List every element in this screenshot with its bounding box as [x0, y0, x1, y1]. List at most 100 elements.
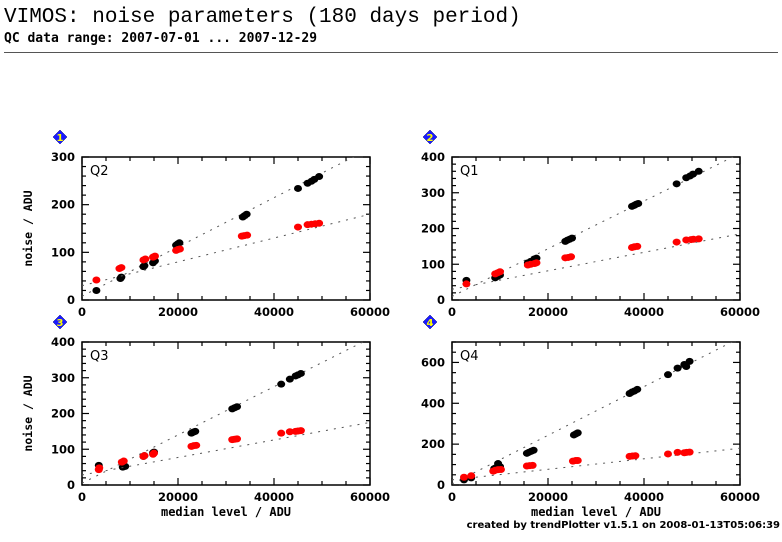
data-point [568, 234, 576, 242]
data-point [673, 364, 682, 372]
series-red [82, 421, 370, 476]
data-point [119, 457, 128, 465]
x-tick-label: 40000 [624, 490, 664, 504]
y-tick-label: 200 [51, 198, 75, 212]
x-tick-label: 40000 [624, 305, 664, 319]
badge-diamond [422, 129, 438, 145]
panel-label: Q3 [90, 349, 109, 364]
data-point [92, 286, 101, 294]
fit-line [82, 213, 370, 287]
x-axis-label: median level / ADU [161, 505, 291, 519]
data-point [140, 452, 149, 460]
fit-line [82, 342, 365, 484]
data-point [191, 427, 200, 435]
data-point [192, 441, 201, 449]
x-tick-label: 0 [448, 490, 456, 504]
data-point [685, 448, 694, 456]
data-point [150, 449, 158, 457]
chart-panel-q2: 1 0 20000 40000 60000 0 100 200 300 noise / ADU Q2 [21, 129, 390, 319]
data-point [694, 167, 703, 175]
data-point [664, 371, 672, 379]
data-point [631, 452, 640, 460]
y-tick-label: 0 [67, 478, 75, 492]
x-tick-label: 0 [78, 305, 86, 319]
panel-badge-icon: 1 [52, 129, 68, 145]
series-black [452, 342, 734, 485]
y-axis-label: noise / ADU [21, 375, 35, 451]
data-point [140, 262, 149, 270]
data-point [673, 448, 682, 456]
x-tick-label: 60000 [720, 490, 760, 504]
data-point [532, 259, 541, 267]
data-point [528, 461, 537, 469]
panel-badge-icon: 4 [422, 314, 438, 330]
data-point [150, 252, 159, 260]
badge-diamond [52, 314, 68, 330]
fit-line [82, 157, 355, 297]
data-point [633, 242, 642, 250]
y-tick-label: 300 [51, 150, 75, 164]
x-tick-label: 0 [78, 490, 86, 504]
y-tick-label: 200 [421, 222, 445, 236]
x-tick-label: 60000 [720, 305, 760, 319]
data-point [243, 231, 252, 239]
data-point [95, 464, 104, 472]
x-tick-label: 0 [448, 305, 456, 319]
data-point [277, 380, 286, 388]
data-point [296, 369, 305, 377]
data-point [633, 385, 642, 393]
data-point [285, 428, 294, 436]
y-tick-label: 300 [421, 186, 445, 200]
data-point [685, 357, 694, 365]
series-red [452, 233, 740, 290]
data-point [285, 375, 294, 383]
fit-line [452, 342, 734, 485]
data-point [315, 219, 324, 227]
x-tick-label: 20000 [158, 305, 198, 319]
data-point [175, 245, 184, 253]
data-point [672, 180, 681, 188]
x-tick-label: 20000 [528, 490, 568, 504]
x-tick-label: 20000 [528, 305, 568, 319]
panel-label: Q2 [90, 164, 109, 179]
data-point [573, 456, 582, 464]
badge-number: 2 [427, 133, 434, 144]
data-point [296, 427, 305, 435]
plot-frame [81, 156, 371, 301]
plot-area [82, 342, 370, 484]
data-point [175, 239, 184, 247]
badge-number: 3 [57, 318, 64, 329]
y-tick-label: 100 [421, 257, 445, 271]
data-point [462, 280, 471, 288]
badge-number: 4 [427, 318, 434, 329]
panel-badge-icon: 2 [422, 129, 438, 145]
series-red [452, 447, 740, 481]
chart-panel-q1: 2 0 20000 40000 60000 0 100 200 300 400 Q1 [421, 129, 760, 319]
fit-line [82, 421, 370, 476]
data-point [496, 465, 505, 473]
data-point [277, 429, 286, 437]
data-point [496, 268, 504, 276]
y-tick-label: 0 [437, 293, 445, 307]
chart-panel-q4: 4 0 20000 40000 60000 0 200 400 600 median level … [421, 314, 760, 519]
y-tick-label: 100 [51, 245, 75, 259]
y-tick-label: 0 [437, 478, 445, 492]
data-point [664, 450, 672, 458]
x-tick-label: 40000 [254, 305, 294, 319]
y-tick-label: 600 [421, 355, 445, 369]
y-tick-label: 200 [51, 407, 75, 421]
x-tick-label: 60000 [350, 490, 390, 504]
x-tick-label: 20000 [158, 490, 198, 504]
y-tick-label: 100 [51, 442, 75, 456]
y-tick-label: 400 [421, 150, 445, 164]
header-divider [4, 52, 778, 53]
page-title: VIMOS: noise parameters (180 days period… [4, 6, 521, 29]
plot-area [452, 342, 740, 485]
data-point [672, 238, 681, 246]
data-point [567, 253, 576, 261]
plot-area [82, 157, 370, 297]
data-point [634, 199, 643, 207]
data-point [92, 276, 101, 284]
series-black [82, 157, 355, 297]
x-tick-label: 40000 [254, 490, 294, 504]
